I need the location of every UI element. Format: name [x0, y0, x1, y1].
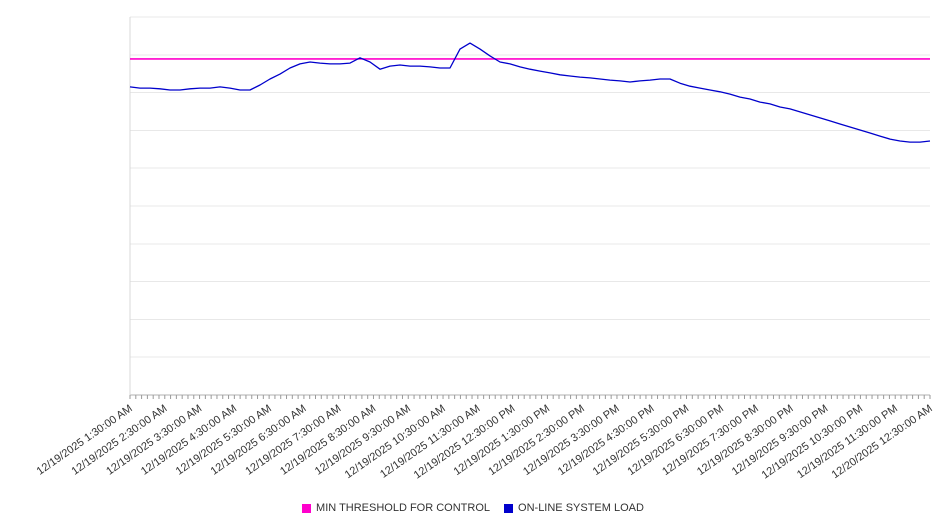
legend-item-system-load: ON-LINE SYSTEM LOAD [504, 502, 644, 514]
legend-swatch-system-load [504, 503, 514, 513]
legend-label-system-load: ON-LINE SYSTEM LOAD [518, 502, 644, 514]
legend-item-threshold: MIN THRESHOLD FOR CONTROL [302, 502, 490, 514]
legend-label-threshold: MIN THRESHOLD FOR CONTROL [316, 502, 491, 514]
legend-swatch-threshold [302, 503, 312, 513]
chart-legend: MIN THRESHOLD FOR CONTROL ON-LINE SYSTEM… [0, 496, 946, 520]
